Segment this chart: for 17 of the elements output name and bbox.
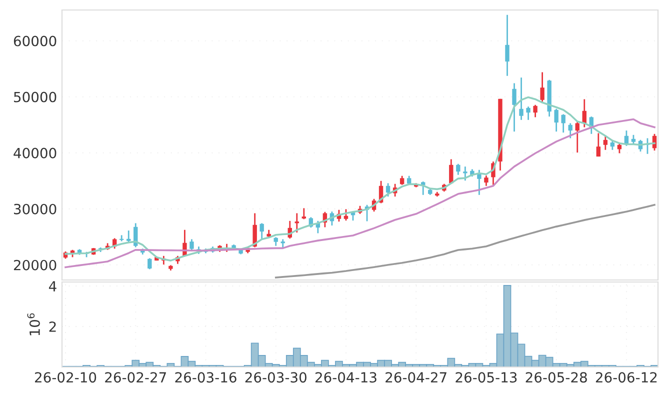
y-tick-label: 2 — [49, 321, 56, 332]
x-tick-label: 26-03-30 — [245, 372, 306, 383]
y-tick-label: 30000 — [14, 204, 56, 214]
y-tick-label: 20000 — [14, 260, 56, 270]
y-tick-label: 50000 — [14, 92, 56, 102]
y-tick-label: 4 — [48, 281, 56, 292]
x-tick-label: 26-04-27 — [386, 372, 446, 383]
y-axis-title: 10$^{6}$ — [27, 313, 40, 336]
x-tick-label: 26-02-10 — [35, 372, 96, 383]
x-tick-label: 26-05-13 — [456, 372, 517, 383]
y-tick-label: 60000 — [14, 36, 56, 46]
x-tick-label: 26-06-12 — [596, 372, 657, 383]
y-tick-label: 40000 — [14, 148, 56, 158]
x-tick-label: 26-03-16 — [175, 372, 236, 383]
x-tick-label: 26-05-28 — [526, 372, 587, 383]
x-tick-label: 26-04-13 — [315, 372, 376, 383]
x-tick-label: 26-02-27 — [105, 372, 166, 383]
